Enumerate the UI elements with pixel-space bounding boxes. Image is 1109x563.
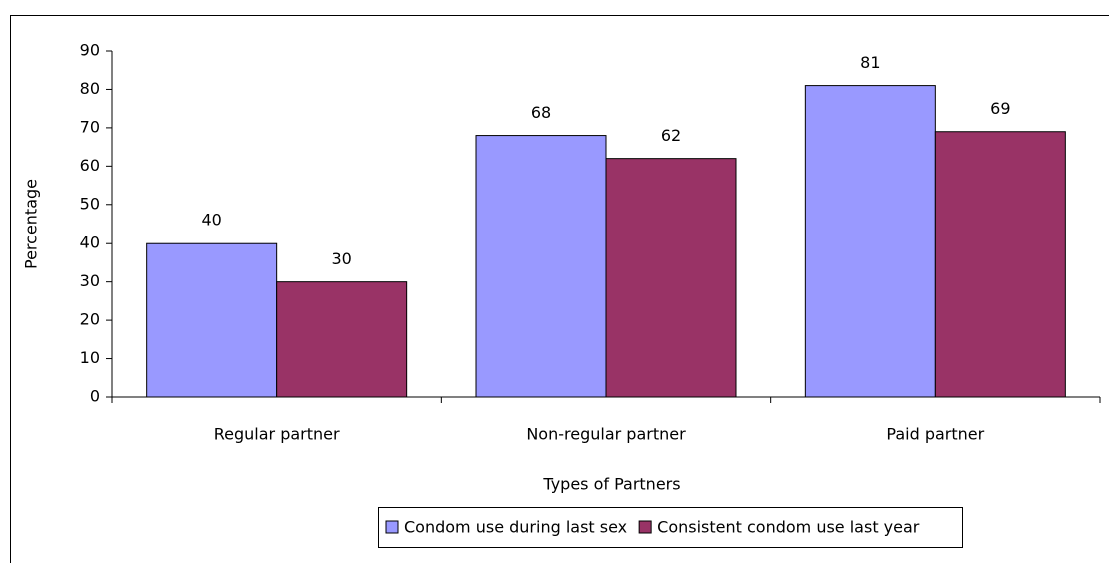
legend-box [378,507,963,548]
y-tick-label: 80 [80,79,100,98]
y-tick-label: 50 [80,194,100,213]
value-label: 69 [990,99,1010,118]
y-tick-label: 20 [80,310,100,329]
y-tick-label: 0 [90,387,100,406]
bar [605,158,737,398]
x-tick-label: Paid partner [886,425,984,444]
y-tick-label: 10 [80,348,100,367]
value-label: 40 [201,211,221,230]
x-tick-label: Regular partner [214,425,340,444]
y-tick-label: 70 [80,117,100,136]
bar [804,85,936,398]
y-tick-label: 30 [80,271,100,290]
y-axis-label: Percentage [22,179,41,269]
legend-label: Condom use during last sex [404,518,627,537]
y-tick-label: 90 [80,41,100,60]
x-tick-label: Non-regular partner [526,425,686,444]
y-tick-label: 40 [80,233,100,252]
value-label: 81 [860,53,880,72]
legend-swatch [638,520,652,534]
legend-label: Consistent condom use last year [657,518,920,537]
legend-swatch [385,520,399,534]
value-label: 68 [531,103,551,122]
bar [276,281,408,398]
y-tick-label: 60 [80,156,100,175]
value-label: 62 [661,126,681,145]
x-axis-label: Types of Partners [542,475,680,494]
value-label: 30 [331,249,351,268]
bar [934,131,1066,398]
bar [146,242,278,398]
bar [475,135,607,398]
